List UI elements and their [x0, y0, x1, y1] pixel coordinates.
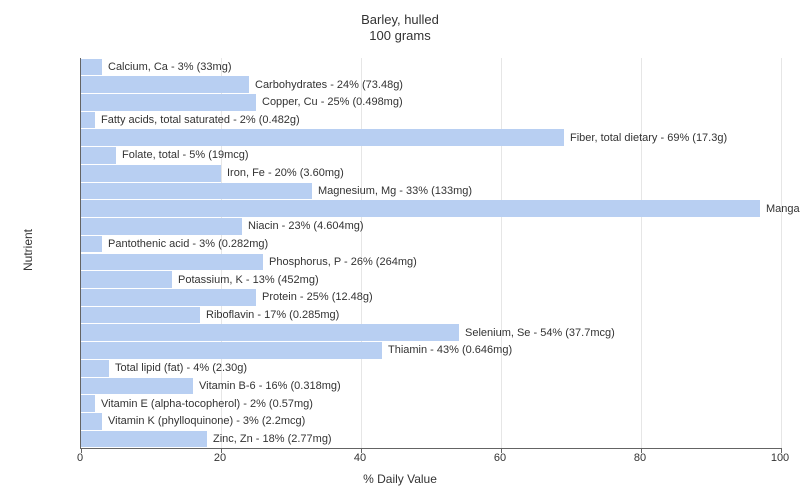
- bar-row: Copper, Cu - 25% (0.498mg): [81, 94, 403, 111]
- bar-label: Riboflavin - 17% (0.285mg): [206, 309, 339, 321]
- nutrient-chart: Barley, hulled 100 grams Calcium, Ca - 3…: [0, 0, 800, 500]
- bar-row: Total lipid (fat) - 4% (2.30g): [81, 360, 247, 377]
- bar-label: Fiber, total dietary - 69% (17.3g): [570, 132, 727, 144]
- bar: [81, 378, 193, 395]
- y-axis-title: Nutrient: [21, 229, 35, 271]
- x-tick-label: 80: [634, 452, 646, 464]
- grid-line: [501, 58, 502, 448]
- bar: [81, 395, 95, 412]
- bar-row: Selenium, Se - 54% (37.7mcg): [81, 324, 615, 341]
- bar-label: Pantothenic acid - 3% (0.282mg): [108, 238, 268, 250]
- bar-label: Calcium, Ca - 3% (33mg): [108, 61, 231, 73]
- bar-label: Folate, total - 5% (19mcg): [122, 149, 249, 161]
- grid-line: [641, 58, 642, 448]
- bar-label: Zinc, Zn - 18% (2.77mg): [213, 433, 332, 445]
- bar-row: Fatty acids, total saturated - 2% (0.482…: [81, 112, 300, 129]
- x-tick-label: 40: [354, 452, 366, 464]
- bar-row: Riboflavin - 17% (0.285mg): [81, 307, 339, 324]
- bar-row: Vitamin E (alpha-tocopherol) - 2% (0.57m…: [81, 395, 313, 412]
- bar-row: Zinc, Zn - 18% (2.77mg): [81, 431, 332, 448]
- bar: [81, 342, 382, 359]
- chart-title: Barley, hulled 100 grams: [0, 12, 800, 45]
- bar: [81, 324, 459, 341]
- bar-label: Potassium, K - 13% (452mg): [178, 274, 319, 286]
- bar-row: Manganese, Mn - 97% (1.943mg): [81, 200, 800, 217]
- bar-label: Copper, Cu - 25% (0.498mg): [262, 96, 403, 108]
- x-tick-label: 20: [214, 452, 226, 464]
- bar: [81, 254, 263, 271]
- bar-label: Vitamin E (alpha-tocopherol) - 2% (0.57m…: [101, 398, 313, 410]
- bar-label: Niacin - 23% (4.604mg): [248, 220, 364, 232]
- bar-row: Vitamin K (phylloquinone) - 3% (2.2mcg): [81, 413, 305, 430]
- bar-row: Magnesium, Mg - 33% (133mg): [81, 183, 472, 200]
- bar: [81, 112, 95, 129]
- bar-label: Thiamin - 43% (0.646mg): [388, 344, 512, 356]
- bar-row: Niacin - 23% (4.604mg): [81, 218, 364, 235]
- bar: [81, 307, 200, 324]
- bar-label: Selenium, Se - 54% (37.7mcg): [465, 327, 615, 339]
- bar: [81, 76, 249, 93]
- bar-row: Iron, Fe - 20% (3.60mg): [81, 165, 344, 182]
- bar-row: Folate, total - 5% (19mcg): [81, 147, 249, 164]
- plot-area: Calcium, Ca - 3% (33mg) Carbohydrates - 2…: [80, 58, 781, 449]
- bar-label: Phosphorus, P - 26% (264mg): [269, 256, 417, 268]
- x-axis-title: % Daily Value: [0, 472, 800, 486]
- bar-row: Phosphorus, P - 26% (264mg): [81, 254, 417, 271]
- bar-label: Carbohydrates - 24% (73.48g): [255, 79, 403, 91]
- x-tick-label: 60: [494, 452, 506, 464]
- bar: [81, 271, 172, 288]
- bar: [81, 289, 256, 306]
- bar-label: Vitamin K (phylloquinone) - 3% (2.2mcg): [108, 415, 305, 427]
- bar-label: Manganese, Mn - 97% (1.943mg): [766, 203, 800, 215]
- bar: [81, 165, 221, 182]
- bar: [81, 183, 312, 200]
- x-tick-label: 100: [771, 452, 789, 464]
- bar: [81, 218, 242, 235]
- bar-row: Pantothenic acid - 3% (0.282mg): [81, 236, 268, 253]
- bar-label: Magnesium, Mg - 33% (133mg): [318, 185, 472, 197]
- bar-row: Vitamin B-6 - 16% (0.318mg): [81, 378, 341, 395]
- bar-label: Total lipid (fat) - 4% (2.30g): [115, 362, 247, 374]
- bar-row: Potassium, K - 13% (452mg): [81, 271, 319, 288]
- bar: [81, 94, 256, 111]
- bar-row: Fiber, total dietary - 69% (17.3g): [81, 129, 727, 146]
- bar-row: Carbohydrates - 24% (73.48g): [81, 76, 403, 93]
- x-tick-label: 0: [77, 452, 83, 464]
- bar: [81, 236, 102, 253]
- bar: [81, 129, 564, 146]
- chart-title-line2: 100 grams: [0, 28, 800, 44]
- bar: [81, 431, 207, 448]
- bar: [81, 413, 102, 430]
- grid-line: [781, 58, 782, 448]
- bar: [81, 200, 760, 217]
- bar-label: Vitamin B-6 - 16% (0.318mg): [199, 380, 341, 392]
- chart-title-line1: Barley, hulled: [0, 12, 800, 28]
- bar: [81, 59, 102, 76]
- bar-row: Thiamin - 43% (0.646mg): [81, 342, 512, 359]
- bar-label: Fatty acids, total saturated - 2% (0.482…: [101, 114, 300, 126]
- bar: [81, 360, 109, 377]
- bar-label: Iron, Fe - 20% (3.60mg): [227, 167, 344, 179]
- bar-row: Calcium, Ca - 3% (33mg): [81, 59, 231, 76]
- bar-label: Protein - 25% (12.48g): [262, 291, 373, 303]
- bar-row: Protein - 25% (12.48g): [81, 289, 373, 306]
- bar: [81, 147, 116, 164]
